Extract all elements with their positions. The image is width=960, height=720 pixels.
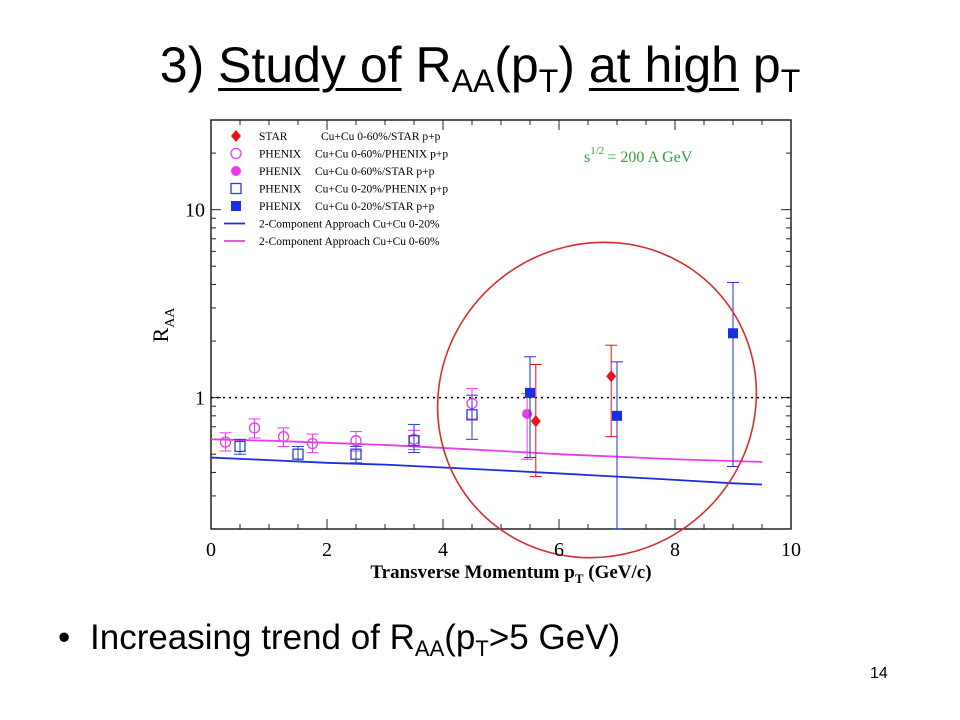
bullet-p-open: (p (444, 618, 476, 657)
legend-label: PHENIX Cu+Cu 0-20%/PHENIX p+p (259, 184, 448, 196)
title-at-high: at high (588, 37, 739, 93)
annotation-exponent: 1/2 (590, 145, 604, 157)
data-point (606, 370, 617, 383)
legend-label: PHENIX Cu+Cu 0-60%/PHENIX p+p (259, 149, 448, 161)
bullet-text: Increasing trend of R (90, 618, 415, 657)
data-point (219, 436, 232, 448)
legend-label-system: Cu+Cu 0-20%/PHENIX p+p (315, 184, 448, 196)
x-axis-label-text: Transverse Momentum p (370, 562, 574, 583)
x-tick-label: 0 (206, 539, 216, 561)
title-number: 3) (159, 37, 219, 93)
data-point (350, 435, 362, 447)
data-point (277, 430, 290, 443)
legend-label-experiment: PHENIX (259, 201, 302, 213)
y-tick-label: 10 (185, 200, 205, 222)
legend-label: PHENIX Cu+Cu 0-20%/STAR p+p (259, 201, 435, 213)
bullet-text-end: >5 GeV) (488, 618, 621, 657)
y-axis-label: RAA (148, 307, 178, 343)
title-t-subscript: T (538, 63, 559, 99)
annotation-energy: = 200 A GeV (607, 149, 692, 166)
x-axis-label-unit: (GeV/c) (584, 562, 652, 583)
y-axis-label-text: R (148, 327, 173, 342)
plot-frame (210, 119, 792, 530)
legend-label: STAR Cu+Cu 0-60%/STAR p+p (259, 131, 441, 143)
title-p: p (738, 37, 781, 93)
energy-annotation: s1/2 = 200 A GeV (584, 145, 693, 166)
title-t-subscript-2: T (780, 63, 801, 99)
legend-marker (230, 147, 242, 160)
data-point (530, 415, 541, 428)
legend-label-experiment: PHENIX (259, 166, 302, 178)
title-pt-open: (p (494, 37, 539, 93)
x-tick-label: 4 (438, 539, 448, 561)
highlight-ellipse (436, 241, 758, 559)
data-point (292, 448, 304, 460)
legend-marker (231, 166, 241, 176)
bullet-aa-subscript: AA (414, 636, 445, 661)
data-point (350, 448, 362, 460)
x-tick-label: 8 (670, 539, 680, 561)
legend-label-experiment: PHENIX (259, 149, 302, 161)
data-point (466, 409, 478, 421)
x-tick-label: 6 (554, 539, 564, 561)
x-axis-label-subscript: T (575, 571, 584, 586)
page-number: 14 (870, 665, 888, 682)
data-point (234, 440, 246, 453)
bullet-dot: • (58, 618, 71, 657)
axis-ticks (210, 119, 792, 530)
bullet-point: • Increasing trend of RAA(pT>5 GeV) (58, 608, 620, 668)
x-axis-label: Transverse Momentum pT (GeV/c) (370, 562, 651, 586)
legend-label: 2-Component Approach Cu+Cu 0-20% (259, 219, 440, 231)
x-tick-labels: 0 2 4 6 8 10 (206, 539, 801, 561)
data-point (248, 422, 261, 434)
legend-label-experiment: PHENIX (259, 184, 302, 196)
legend-label-experiment: STAR (259, 131, 288, 143)
legend-label: PHENIX Cu+Cu 0-60%/STAR p+p (259, 166, 435, 178)
legend-label-system: Cu+Cu 0-60%/STAR p+p (321, 131, 441, 143)
legend-label-system: Cu+Cu 0-60%/STAR p+p (315, 166, 435, 178)
legend-label-system: Cu+Cu 0-20%/STAR p+p (315, 201, 435, 213)
data-point (728, 328, 738, 339)
data-point (408, 435, 420, 447)
slide-title: 3) Study of RAA(pT) at high pT (0, 30, 960, 100)
legend-marker (231, 130, 241, 142)
legend-marker (231, 201, 241, 211)
y-tick-label: 1 (195, 388, 205, 410)
data-points (219, 281, 739, 530)
title-study-of: Study of (218, 37, 402, 93)
x-tick-label: 2 (322, 539, 332, 561)
legend-marker (230, 182, 242, 195)
legend-label: 2-Component Approach Cu+Cu 0-60% (259, 236, 440, 248)
data-point (612, 410, 622, 421)
data-point (522, 408, 533, 419)
title-aa-subscript: AA (451, 63, 495, 99)
model-curve-line (210, 456, 763, 486)
x-tick-label: 10 (781, 539, 801, 561)
title-paren-close: ) (558, 37, 575, 93)
legend: STAR Cu+Cu 0-60%/STAR p+p PHENIX Cu+Cu 0-60… (224, 130, 448, 248)
data-point (306, 437, 319, 450)
annotation-s: s (584, 149, 590, 166)
y-axis-label-subscript: AA (163, 307, 178, 328)
data-point (525, 387, 535, 398)
bullet-t-subscript: T (475, 636, 489, 661)
legend-label-system: Cu+Cu 0-60%/PHENIX p+p (315, 149, 448, 161)
title-r: R (415, 37, 452, 93)
y-tick-labels: 1 10 (185, 200, 205, 410)
